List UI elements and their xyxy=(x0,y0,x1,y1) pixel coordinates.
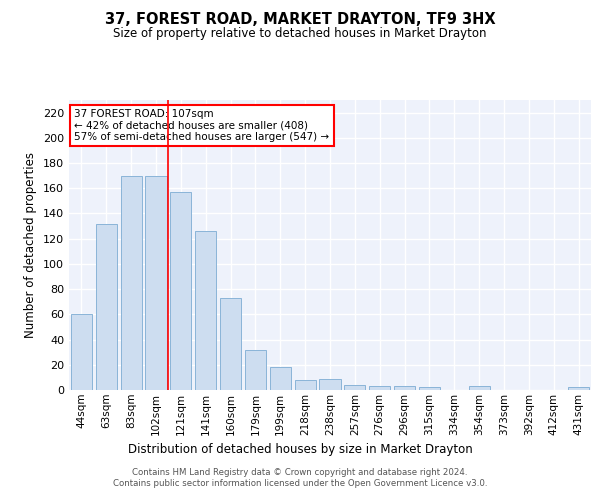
Text: Contains HM Land Registry data © Crown copyright and database right 2024.
Contai: Contains HM Land Registry data © Crown c… xyxy=(113,468,487,487)
Bar xyxy=(319,378,341,390)
Bar xyxy=(469,386,490,390)
Bar xyxy=(195,231,216,390)
Text: Size of property relative to detached houses in Market Drayton: Size of property relative to detached ho… xyxy=(113,28,487,40)
Bar xyxy=(220,298,241,390)
Bar xyxy=(270,368,291,390)
Text: 37 FOREST ROAD: 107sqm
← 42% of detached houses are smaller (408)
57% of semi-de: 37 FOREST ROAD: 107sqm ← 42% of detached… xyxy=(74,108,329,142)
Text: 37, FOREST ROAD, MARKET DRAYTON, TF9 3HX: 37, FOREST ROAD, MARKET DRAYTON, TF9 3HX xyxy=(104,12,496,28)
Bar xyxy=(344,385,365,390)
Bar xyxy=(394,386,415,390)
Bar xyxy=(568,388,589,390)
Bar xyxy=(96,224,117,390)
Bar xyxy=(145,176,167,390)
Bar xyxy=(245,350,266,390)
Y-axis label: Number of detached properties: Number of detached properties xyxy=(25,152,37,338)
Text: Distribution of detached houses by size in Market Drayton: Distribution of detached houses by size … xyxy=(128,442,472,456)
Bar xyxy=(369,386,390,390)
Bar xyxy=(170,192,191,390)
Bar xyxy=(419,388,440,390)
Bar xyxy=(121,176,142,390)
Bar xyxy=(71,314,92,390)
Bar xyxy=(295,380,316,390)
